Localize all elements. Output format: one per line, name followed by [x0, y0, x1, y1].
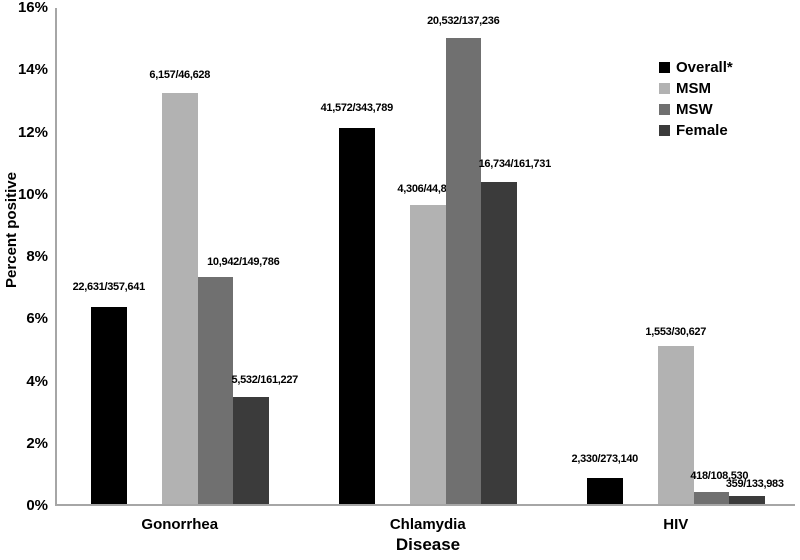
data-label-msw-chlamydia: 20,532/137,236	[427, 15, 500, 28]
y-tick-label-6: 6%	[26, 310, 48, 328]
legend-swatch-msm	[659, 83, 670, 94]
bar-msm-hiv	[658, 346, 694, 504]
y-tick-label-2: 2%	[26, 434, 48, 452]
data-label-female-gonorrhea: 5,532/161,227	[231, 374, 299, 387]
data-label-msm-chlamydia: 4,306/44,822	[397, 182, 459, 195]
y-tick-label-10: 10%	[17, 185, 48, 203]
legend-item-overall: Overall*	[659, 57, 733, 78]
legend-item-female: Female	[659, 120, 733, 141]
bar-overall-chlamydia	[339, 127, 375, 504]
bar-overall-hiv	[587, 477, 623, 504]
legend-item-msm: MSM	[659, 78, 733, 99]
data-label-overall-chlamydia: 41,572/343,789	[320, 101, 394, 114]
legend-item-msw: MSW	[659, 99, 733, 120]
bar-msw-chlamydia	[445, 38, 481, 504]
data-label-msw-gonorrhea: 10,942/149,786	[207, 255, 280, 268]
legend: Overall* MSM MSW Female	[659, 57, 733, 141]
y-tick-label-0: 0%	[26, 497, 48, 514]
data-label-msm-hiv: 1,553/30,627	[645, 326, 707, 339]
y-tick-label-14: 14%	[17, 61, 48, 79]
data-label-overall-gonorrhea: 22,631/357,641	[72, 280, 146, 293]
data-label-female-hiv: 359/133,983	[725, 477, 784, 490]
bar-msw-gonorrhea	[197, 276, 233, 504]
bar-female-hiv	[729, 495, 765, 504]
legend-label-overall: Overall*	[676, 59, 733, 76]
y-tick-label-8: 8%	[26, 248, 48, 265]
data-label-msm-gonorrhea: 6,157/46,628	[149, 69, 211, 82]
y-tick-label-4: 4%	[26, 372, 48, 390]
bar-msm-chlamydia	[410, 204, 446, 504]
bar-msw-hiv	[693, 491, 729, 504]
legend-swatch-female	[659, 125, 670, 136]
y-tick-label-12: 12%	[17, 123, 48, 141]
data-label-female-chlamydia: 16,734/161,731	[478, 157, 552, 170]
legend-label-msw: MSW	[676, 101, 713, 118]
data-label-overall-hiv: 2,330/273,140	[571, 452, 639, 465]
x-category-label-gonorrhea: Gonorrhea	[141, 516, 219, 533]
legend-label-msm: MSM	[676, 80, 711, 97]
legend-swatch-msw	[659, 104, 670, 115]
y-tick-label-16: 16%	[17, 0, 48, 16]
bar-female-chlamydia	[481, 181, 517, 504]
x-axis-title: Disease	[395, 535, 461, 554]
y-axis-title: Percent positive	[3, 172, 20, 288]
plot-area: 22,631/357,641 41,572/343,789 2,330/273,14…	[55, 8, 795, 506]
data-label-msw-hiv: 418/108,530	[690, 469, 749, 482]
legend-swatch-overall	[659, 62, 670, 73]
bar-female-gonorrhea	[233, 397, 269, 504]
x-category-label-hiv: HIV	[663, 516, 689, 533]
x-category-label-chlamydia: Chlamydia	[389, 516, 466, 533]
bar-msm-gonorrhea	[162, 93, 198, 504]
legend-label-female: Female	[676, 122, 728, 139]
bar-overall-gonorrhea	[91, 306, 127, 504]
